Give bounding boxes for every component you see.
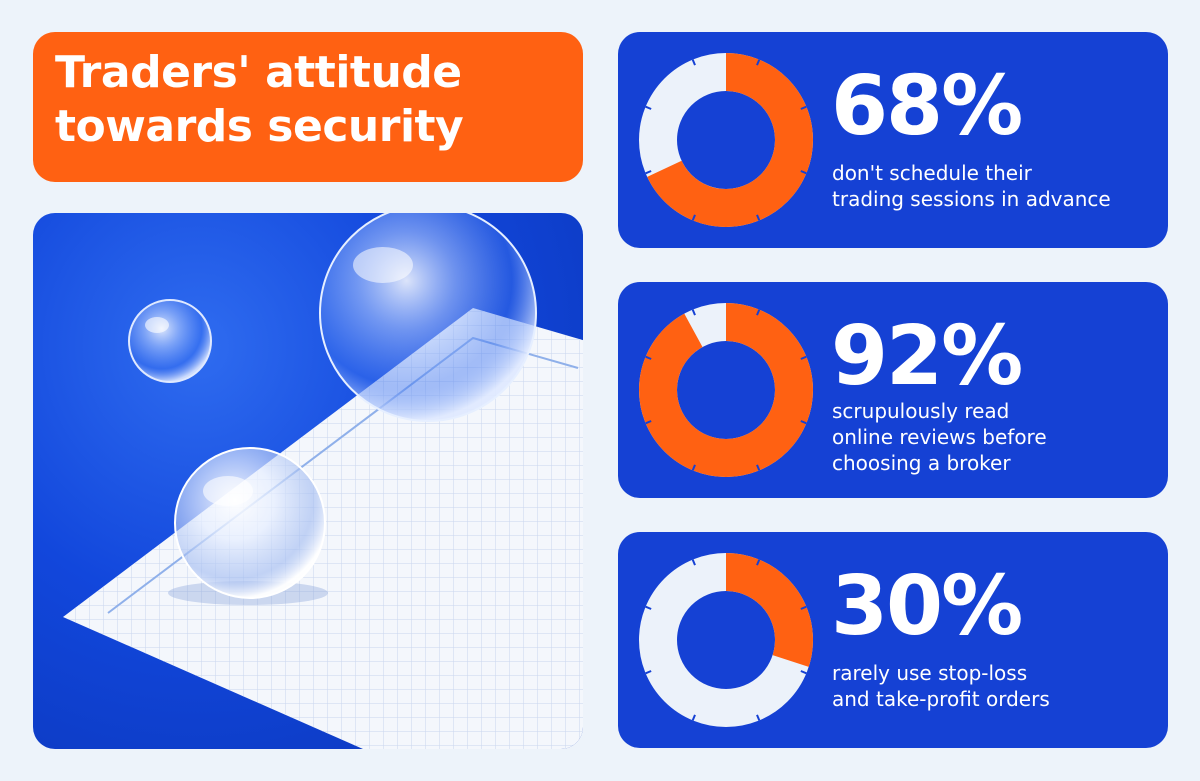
- stat-description-line: and take-profit orders: [832, 687, 1050, 711]
- donut-tick: [645, 170, 652, 175]
- stat-percentage: 68%: [831, 59, 1023, 154]
- stat-description-line: trading sessions in advance: [832, 187, 1111, 211]
- donut-tick: [800, 605, 807, 610]
- donut-tick: [756, 714, 761, 721]
- donut-value-arc: [639, 553, 813, 727]
- stat-description: scrupulously read online reviews before …: [832, 398, 1162, 476]
- stat-card-2: 92% scrupulously read online reviews bef…: [618, 282, 1168, 498]
- stat-description-line: rarely use stop-loss: [832, 661, 1028, 685]
- donut-tick: [691, 464, 696, 471]
- donut-tick: [691, 714, 696, 721]
- donut-tick: [756, 559, 761, 566]
- stat-description-line: online reviews before: [832, 425, 1047, 449]
- donut-tick: [645, 605, 652, 610]
- donut-tick: [645, 420, 652, 425]
- stat-description-line: don't schedule their: [832, 161, 1032, 185]
- donut-tick: [691, 214, 696, 221]
- stat-percentage: 30%: [831, 559, 1023, 654]
- donut-tick: [645, 670, 652, 675]
- donut-tick: [756, 464, 761, 471]
- donut-tick: [756, 59, 761, 66]
- donut-tick: [691, 309, 696, 316]
- title-banner: Traders' attitude towards security: [33, 32, 583, 182]
- donut-tick: [691, 559, 696, 566]
- stat-description-line: choosing a broker: [832, 451, 1011, 475]
- stat-card-1: 68% don't schedule their trading session…: [618, 32, 1168, 248]
- donut-chart-1: [639, 53, 813, 227]
- stat-description: rarely use stop-loss and take-profit ord…: [832, 660, 1162, 712]
- large-sphere: [319, 213, 537, 422]
- donut-tick: [800, 105, 807, 110]
- stat-description: don't schedule their trading sessions in…: [832, 160, 1162, 212]
- donut-tick: [800, 670, 807, 675]
- donut-tick: [645, 105, 652, 110]
- small-sphere: [128, 299, 212, 383]
- medium-sphere: [174, 447, 326, 599]
- donut-value-arc: [639, 303, 813, 477]
- title-line-2: towards security: [55, 101, 464, 152]
- glass-spheres-illustration: [63, 213, 583, 749]
- donut-tick: [691, 59, 696, 66]
- hero-illustration: [33, 213, 583, 749]
- donut-tick: [756, 309, 761, 316]
- donut-tick: [800, 170, 807, 175]
- donut-tick: [800, 420, 807, 425]
- stat-card-3: 30% rarely use stop-loss and take-profit…: [618, 532, 1168, 748]
- donut-tick: [800, 355, 807, 360]
- title-line-1: Traders' attitude: [55, 47, 462, 98]
- donut-tick: [756, 214, 761, 221]
- donut-value-arc: [639, 53, 813, 227]
- donut-chart-2: [639, 303, 813, 477]
- donut-chart-3: [639, 553, 813, 727]
- stat-percentage: 92%: [831, 309, 1023, 404]
- donut-tick: [645, 355, 652, 360]
- stat-description-line: scrupulously read: [832, 399, 1010, 423]
